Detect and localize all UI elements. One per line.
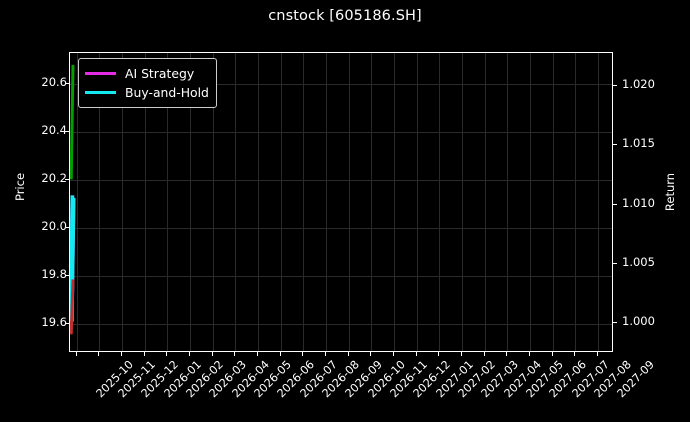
y-axis-left-tick-mark	[65, 323, 69, 325]
x-axis-tick-mark	[574, 352, 576, 356]
gridline-vertical	[462, 53, 464, 351]
x-axis-tick-mark	[143, 352, 145, 356]
y-axis-left-tick-label: 20.4	[41, 123, 67, 138]
x-axis-tick-mark	[98, 352, 100, 356]
gridline-horizontal	[70, 276, 612, 278]
gridlines	[70, 53, 612, 351]
gridline-vertical	[326, 53, 328, 351]
y-axis-right-tick-label: 1.005	[622, 255, 655, 270]
x-axis-tick-mark	[597, 352, 599, 356]
gridline-vertical	[530, 53, 532, 351]
gridline-horizontal	[70, 228, 612, 230]
x-axis-tick-mark	[211, 352, 213, 356]
x-axis-tick-mark	[393, 352, 395, 356]
y-axis-left-tick-label: 19.8	[41, 267, 67, 282]
y-axis-left-tick-mark	[65, 179, 69, 181]
y-axis-left-tick-mark	[65, 227, 69, 229]
y-axis-left-label: Price	[13, 172, 27, 202]
y-axis-right-tick-mark	[613, 85, 617, 87]
legend-item[interactable]: AI Strategy	[85, 64, 209, 83]
gridline-vertical	[144, 53, 146, 351]
y-axis-left-tick-label: 20.0	[41, 219, 67, 234]
page-title: cnstock [605186.SH]	[268, 8, 422, 24]
legend-item-label: Buy-and-Hold	[125, 85, 209, 100]
y-axis-right-tick-label: 1.000	[622, 314, 655, 329]
y-axis-left-tick-mark	[65, 131, 69, 133]
gridline-horizontal	[70, 132, 612, 134]
gridline-horizontal	[70, 180, 612, 182]
y-axis-right-tick-label: 1.020	[622, 77, 655, 92]
legend-color-swatch	[85, 91, 116, 94]
gridline-vertical	[303, 53, 305, 351]
series-line	[70, 279, 75, 335]
gridline-vertical	[439, 53, 441, 351]
gridline-vertical	[507, 53, 509, 351]
gridline-vertical	[416, 53, 418, 351]
x-axis-tick-mark	[325, 352, 327, 356]
x-axis-tick-mark	[370, 352, 372, 356]
gridline-vertical	[348, 53, 350, 351]
y-axis-right-tick-mark	[613, 144, 617, 146]
x-axis-tick-mark	[483, 352, 485, 356]
x-axis-tick-mark	[279, 352, 281, 356]
y-axis-left-tick-label: 19.6	[41, 315, 67, 330]
y-axis-right-tick-label: 1.010	[622, 195, 655, 210]
y-axis-left-tick-mark	[65, 83, 69, 85]
x-axis-tick-mark	[75, 352, 77, 356]
x-axis-tick-mark	[551, 352, 553, 356]
y-axis-right-tick-label: 1.015	[622, 136, 655, 151]
gridline-vertical	[99, 53, 101, 351]
x-axis-tick-mark	[415, 352, 417, 356]
x-axis-tick-mark	[257, 352, 259, 356]
x-axis-tick-mark	[529, 352, 531, 356]
legend-item[interactable]: Buy-and-Hold	[85, 83, 209, 102]
x-axis-tick-mark	[347, 352, 349, 356]
x-axis-tick-mark	[189, 352, 191, 356]
gridline-vertical	[371, 53, 373, 351]
gridline-vertical	[76, 53, 78, 351]
gridline-vertical	[167, 53, 169, 351]
x-axis-tick-mark	[506, 352, 508, 356]
y-axis-left-tick-label: 20.6	[41, 75, 67, 90]
gridline-horizontal	[70, 84, 612, 86]
y-axis-right-tick-mark	[613, 203, 617, 205]
gridline-vertical	[212, 53, 214, 351]
x-axis-tick-mark	[234, 352, 236, 356]
gridline-horizontal	[70, 324, 612, 326]
legend-item-label: AI Strategy	[125, 66, 195, 81]
gridline-vertical	[258, 53, 260, 351]
x-axis-tick-mark	[166, 352, 168, 356]
x-axis-tick-mark	[438, 352, 440, 356]
gridline-vertical	[394, 53, 396, 351]
x-axis-tick-mark	[461, 352, 463, 356]
chart-legend[interactable]: AI Strategy Buy-and-Hold	[78, 58, 217, 108]
gridline-vertical	[235, 53, 237, 351]
gridline-vertical	[280, 53, 282, 351]
legend-color-swatch	[85, 72, 116, 75]
series-lines	[70, 64, 76, 335]
gridline-vertical	[484, 53, 486, 351]
y-axis-right-tick-mark	[613, 322, 617, 324]
gridline-vertical	[575, 53, 577, 351]
gridline-vertical	[190, 53, 192, 351]
x-axis-tick-mark	[302, 352, 304, 356]
gridline-vertical	[552, 53, 554, 351]
y-axis-left-tick-label: 20.2	[41, 171, 67, 186]
y-axis-right-label: Return	[663, 172, 677, 212]
series-line	[70, 64, 75, 180]
gridline-vertical	[598, 53, 600, 351]
y-axis-right-tick-mark	[613, 263, 617, 265]
gridline-vertical	[122, 53, 124, 351]
y-axis-left-tick-mark	[65, 275, 69, 277]
x-axis-tick-mark	[121, 352, 123, 356]
